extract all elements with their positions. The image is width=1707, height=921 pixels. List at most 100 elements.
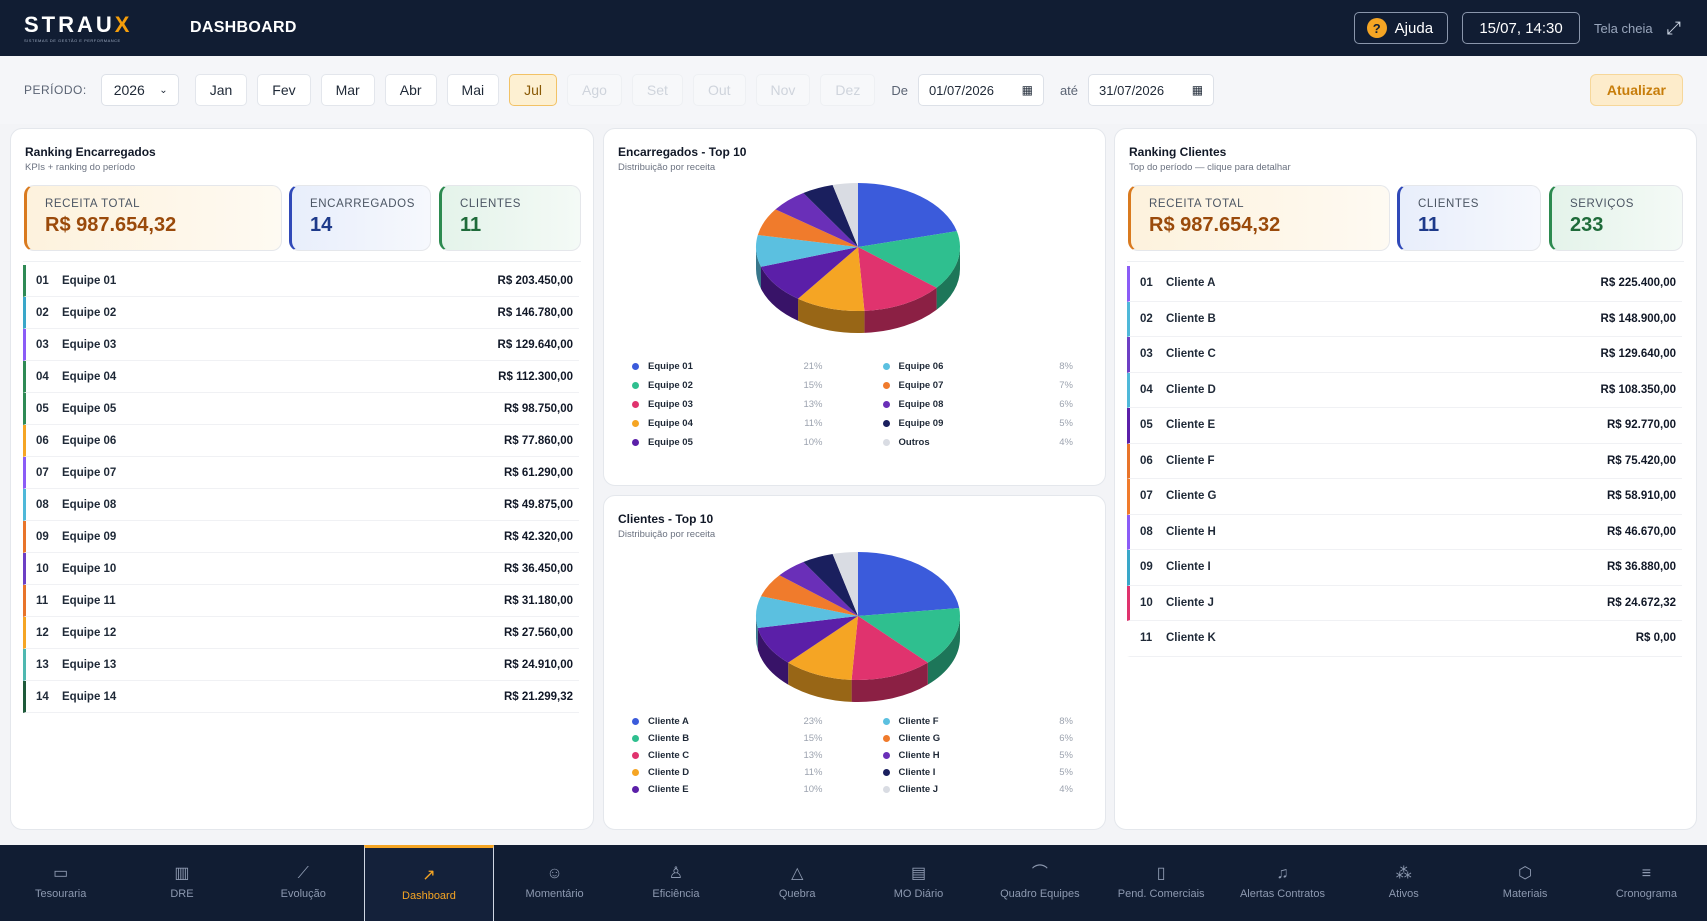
nav-label: Alertas Contratos [1239,888,1325,900]
pie-slice-outros[interactable] [832,183,858,247]
nav-item-ativos[interactable]: ⁂ Ativos [1343,845,1464,921]
legend-percent: 10% [803,437,823,448]
from-label: De [891,82,908,98]
pie-slice-equipe-04[interactable] [798,247,865,311]
legend-percent: 5% [1059,767,1073,778]
pie-slice-cliente-d[interactable] [788,616,858,680]
nav-item-evolução[interactable]: ⟋ Evolução [243,845,364,921]
pie-slice-cliente-g[interactable] [760,575,858,616]
nav-item-dashboard[interactable]: ↗ Dashboard [363,845,494,921]
table-row[interactable]: 07 Equipe 07 R$ 61.290,00 [23,457,579,489]
table-row[interactable]: 01 Equipe 01 R$ 203.450,00 [23,265,579,297]
table-row[interactable]: 06 Equipe 06 R$ 77.860,00 [23,425,579,457]
table-row[interactable]: 10 Cliente J R$ 24.672,32 [1127,585,1682,621]
table-row[interactable]: 02 Equipe 02 R$ 146.780,00 [23,297,579,329]
package-icon: ⬡ [1518,865,1533,882]
nav-item-quebra[interactable]: △ Quebra [737,845,858,921]
table-row[interactable]: 05 Cliente E R$ 92.770,00 [1127,408,1682,444]
pie-slice-equipe-03[interactable] [858,247,937,311]
table-row[interactable]: 11 Cliente K R$ 0,00 [1127,621,1682,657]
pie-slice-cliente-f[interactable] [756,596,858,628]
month-button-abr[interactable]: Abr [384,74,437,106]
rank-value: R$ 36.880,00 [1606,561,1676,574]
month-button-jan[interactable]: Jan [194,74,248,106]
table-row[interactable]: 11 Equipe 11 R$ 31.180,00 [23,585,579,617]
nav-label: Quadro Equipes [1000,888,1080,900]
table-row[interactable]: 02 Cliente B R$ 148.900,00 [1127,301,1682,337]
table-row[interactable]: 05 Equipe 05 R$ 98.750,00 [23,393,579,425]
to-date-input[interactable]: 31/07/2026 ▦ [1088,74,1215,106]
nav-label: Materiais [1502,888,1548,900]
pie-slice-cliente-j[interactable] [832,552,858,616]
nav-label: Quebra [778,888,816,900]
legend-percent: 15% [803,380,823,391]
table-row[interactable]: 07 Cliente G R$ 58.910,00 [1127,479,1682,515]
legend-swatch [632,752,639,759]
kpi-clientes: CLIENTES 11 [439,185,581,251]
from-date-input[interactable]: 01/07/2026 ▦ [917,74,1044,106]
pie-slice-cliente-c[interactable] [851,616,928,680]
month-button-mai[interactable]: Mai [446,74,500,106]
table-row[interactable]: 09 Cliente I R$ 36.880,00 [1127,550,1682,586]
month-buttons: Jan Fev Mar Abr Mai Jul Ago Set Out Nov Dez [194,74,876,106]
table-row[interactable]: 04 Cliente D R$ 108.350,00 [1127,372,1682,408]
nav-item-tesouraria[interactable]: ▭ Tesouraria [0,845,121,921]
nav-item-eficiência[interactable]: ♙ Eficiência [615,845,736,921]
table-row[interactable]: 04 Equipe 04 R$ 112.300,00 [23,361,579,393]
help-icon: ? [1366,18,1387,38]
pie-slice-equipe-05[interactable] [760,247,858,299]
fullscreen-icon[interactable]: ⤢ [1666,17,1681,38]
table-row[interactable]: 10 Equipe 10 R$ 36.450,00 [23,553,579,585]
nav-item-alertas-contratos[interactable]: ♫ Alertas Contratos [1222,845,1343,921]
table-row[interactable]: 12 Equipe 12 R$ 27.560,00 [23,617,579,649]
rank-name: Equipe 05 [62,402,117,415]
calendar-icon[interactable]: ▦ [1021,83,1033,97]
pie-slice-cliente-a[interactable] [858,552,960,616]
nav-item-mo-diário[interactable]: ▤ MO Diário [858,845,979,921]
rank-value: R$ 36.450,00 [503,562,573,575]
nav-item-pend-comerciais[interactable]: ▯ Pend. Comerciais [1101,845,1222,921]
pie-slice-cliente-h[interactable] [779,561,858,616]
bell-icon: ♫ [1276,865,1289,882]
update-button[interactable]: Atualizar [1589,74,1683,106]
fullscreen-label[interactable]: Tela cheia [1594,20,1653,36]
rank-name: Cliente E [1166,419,1216,432]
nav-item-quadro-equipes[interactable]: ⌒ Quadro Equipes [979,845,1100,921]
rank-value: R$ 49.875,00 [503,498,573,511]
pie-slice-cliente-i[interactable] [803,554,858,616]
nav-item-materiais[interactable]: ⬡ Materiais [1464,845,1585,921]
month-button-fev[interactable]: Fev [257,74,311,106]
rank-number: 05 [36,402,49,415]
pie-slice-equipe-01[interactable] [858,183,957,247]
table-row[interactable]: 09 Equipe 09 R$ 42.320,00 [23,521,579,553]
legend-label: Equipe 05 [648,437,693,448]
help-button[interactable]: ? Ajuda [1353,12,1449,44]
table-row[interactable]: 08 Equipe 08 R$ 49.875,00 [23,489,579,521]
pie-slice-equipe-09[interactable] [803,185,858,247]
table-row[interactable]: 03 Equipe 03 R$ 129.640,00 [23,329,579,361]
help-label: Ajuda [1394,19,1434,37]
nav-item-dre[interactable]: ▥ DRE [121,845,242,921]
table-row[interactable]: 03 Cliente C R$ 129.640,00 [1127,337,1682,373]
kpi-encarregados: ENCARREGADOS 14 [289,185,431,251]
nav-item-cronograma[interactable]: ≡ Cronograma [1586,845,1707,921]
pie-slice-equipe-06[interactable] [756,235,858,267]
pie-slice-cliente-b[interactable] [858,607,960,663]
table-row[interactable]: 01 Cliente A R$ 225.400,00 [1127,266,1682,302]
legend-percent: 5% [1059,418,1073,429]
year-select[interactable]: 2026 ⌄ [100,74,179,106]
pie-slice-cliente-e[interactable] [757,616,858,663]
pie-slice-equipe-02[interactable] [858,231,960,288]
table-row[interactable]: 13 Equipe 13 R$ 24.910,00 [23,649,579,681]
rank-value: R$ 75.420,00 [1606,454,1676,467]
nav-item-momentário[interactable]: ☺ Momentário [494,845,615,921]
table-row[interactable]: 08 Cliente H R$ 46.670,00 [1127,514,1682,550]
calendar-icon[interactable]: ▦ [1191,83,1204,97]
month-button-mar[interactable]: Mar [320,74,375,106]
table-row[interactable]: 14 Equipe 14 R$ 21.299,32 [23,681,579,713]
legend-percent: 5% [1059,750,1073,761]
pie-slice-equipe-08[interactable] [775,192,858,247]
pie-slice-equipe-07[interactable] [757,209,858,247]
table-row[interactable]: 06 Cliente F R$ 75.420,00 [1127,443,1682,479]
month-button-jul[interactable]: Jul [509,74,557,106]
